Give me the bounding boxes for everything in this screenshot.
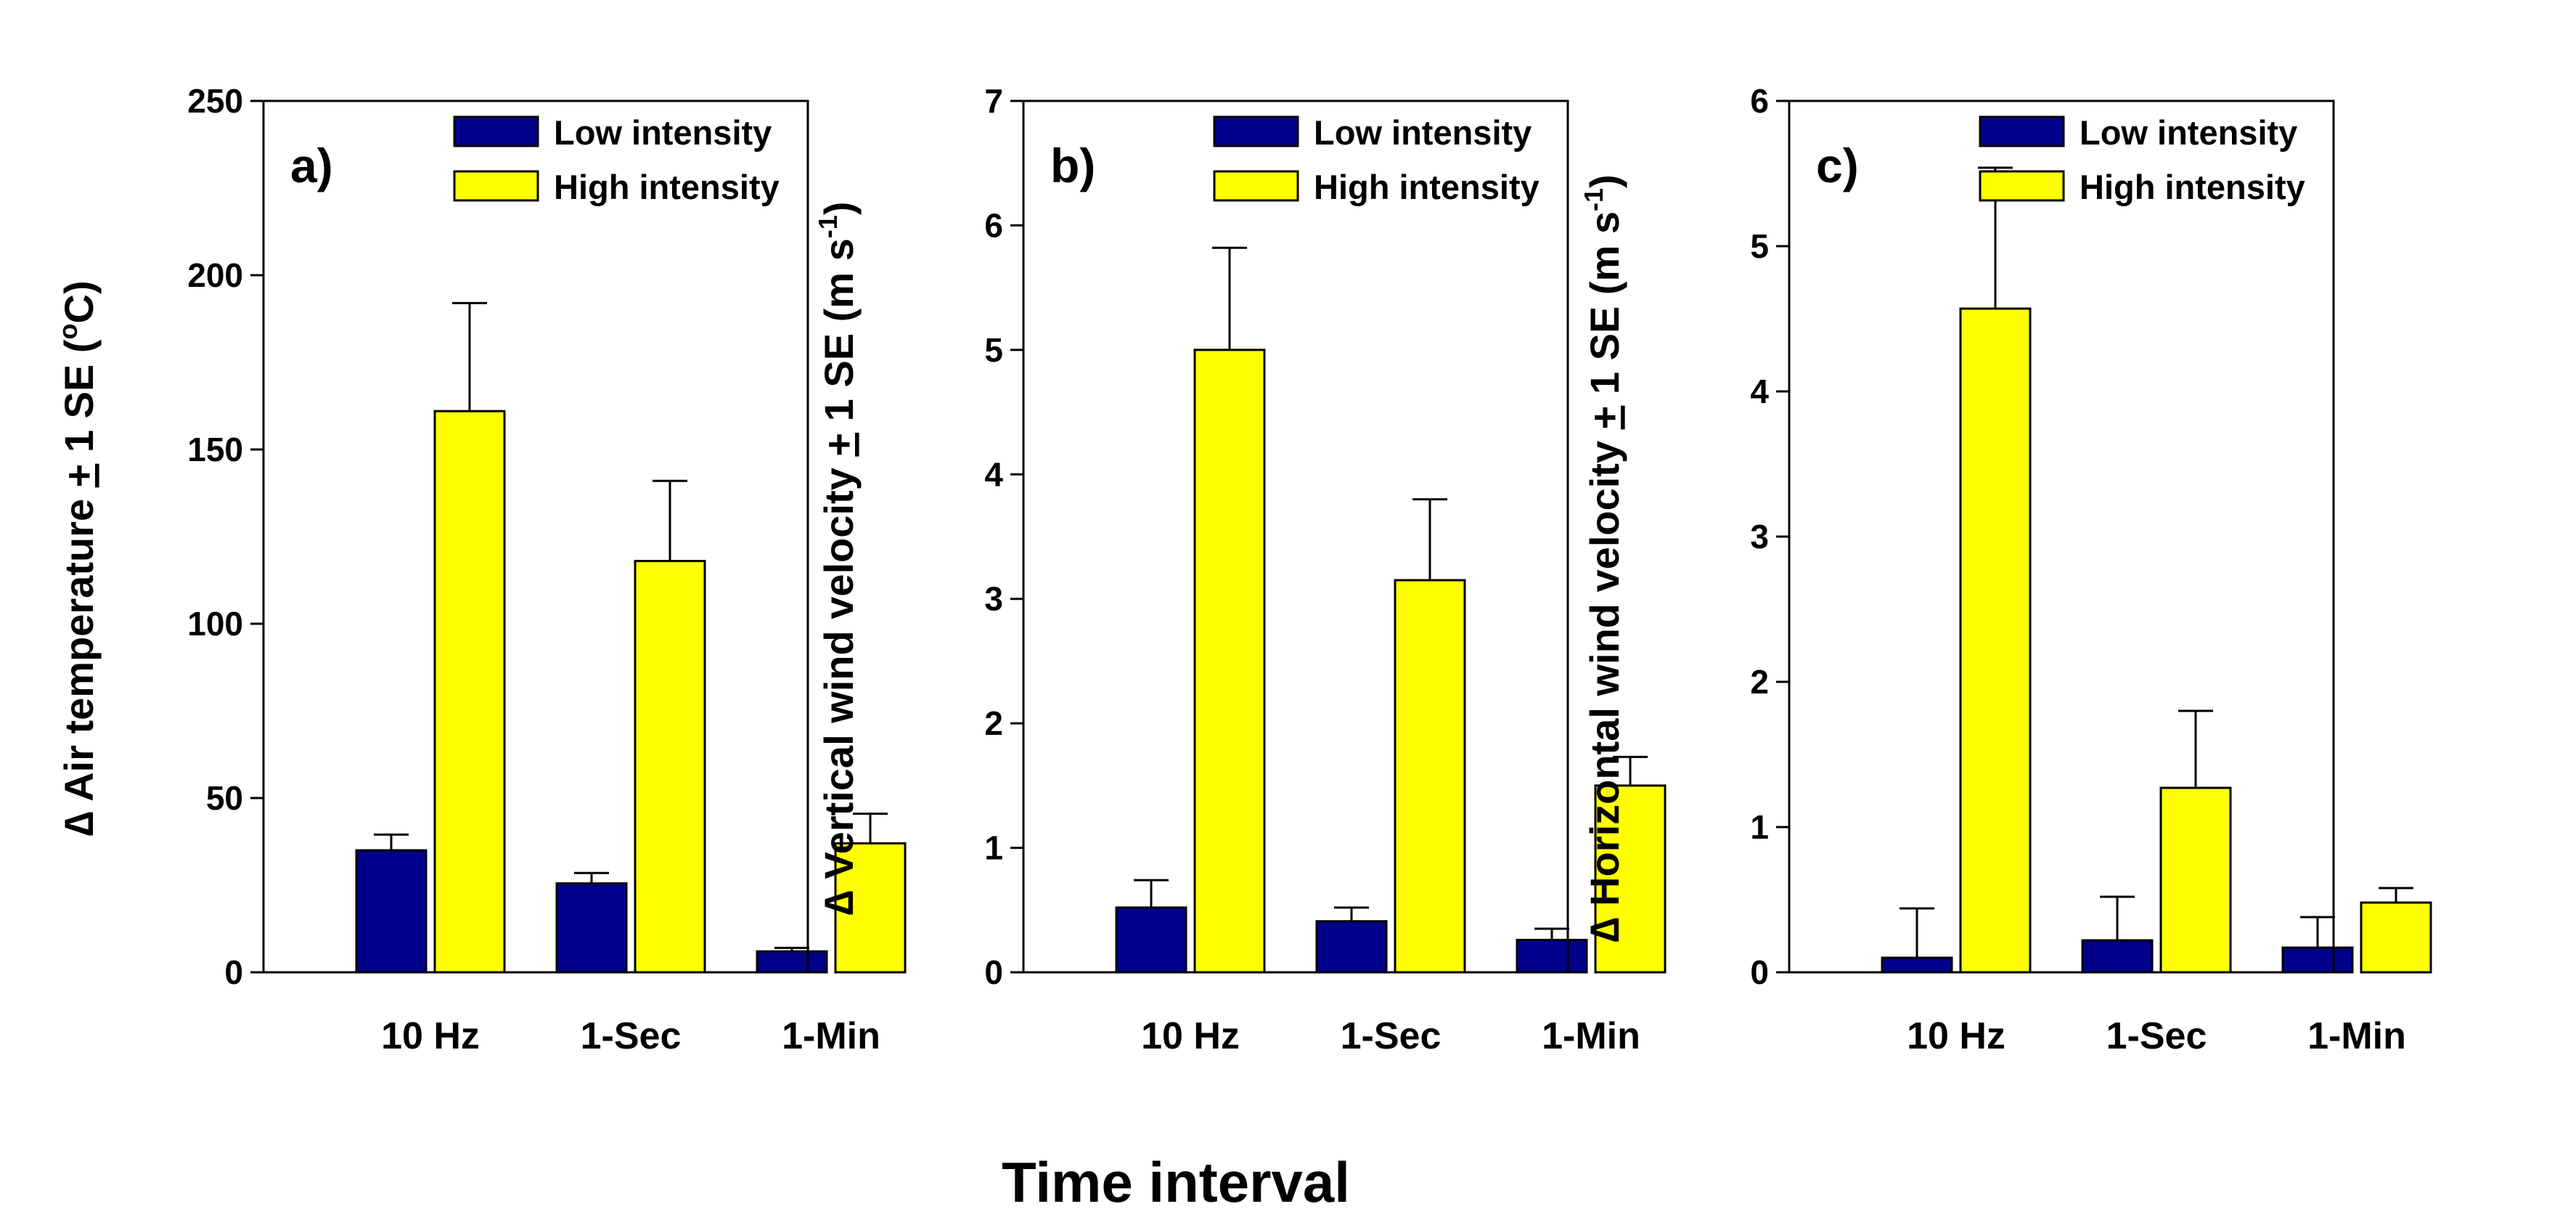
bar-high-2 [1594,784,1667,974]
y-axis-label: ∆ Air temperature + 1 SE (oC) [53,280,102,836]
y-tick-label: 0 [1750,953,1769,991]
bar-high-0 [1193,349,1266,974]
legend-label-low: Low intensity [554,113,772,152]
x-tick-label: 1-Min [2307,1015,2406,1057]
x-tick-label: 10 Hz [1141,1015,1240,1057]
y-tick-label: 2 [1750,663,1769,701]
y-tick-label: 50 [206,779,243,817]
y-tick-label: 100 [187,605,243,643]
bar-low-2 [756,950,828,974]
x-tick-label: 10 Hz [381,1015,480,1057]
y-tick-label: 5 [1750,227,1769,265]
chart-panel-1: 10 Hz 1-Sec 1-Min 0 50 100 150 200 250 a) Low inte… [53,82,907,1057]
y-tick-label: 150 [187,431,243,468]
legend: Low intensity High intensity [453,113,780,206]
y-tick-label: 0 [224,953,243,991]
y-tick-label: 1 [984,829,1003,867]
bar-high-0 [433,410,506,974]
legend: Low intensity High intensity [1979,113,2305,206]
legend-swatch-high [1213,170,1299,202]
legend: Low intensity High intensity [1213,113,1540,206]
bar-low-0 [355,849,428,974]
x-tick-label: 1-Min [782,1015,880,1057]
y-tick-label: 0 [984,953,1003,991]
bar-low-0 [1881,956,1953,974]
panel-label: b) [1050,139,1095,192]
legend-label-high: High intensity [2080,168,2305,206]
y-tick-label: 5 [984,331,1003,369]
y-tick-label: 200 [187,256,243,294]
y-tick-label: 6 [1750,82,1769,120]
bar-low-1 [1315,920,1388,974]
y-tick-label: 3 [984,580,1003,618]
bar-high-2 [2360,901,2432,974]
legend-label-high: High intensity [1314,168,1540,206]
bar-high-1 [634,560,706,974]
x-tick-label: 1-Min [1542,1015,1640,1057]
legend-label-low: Low intensity [1314,113,1532,152]
bar-low-2 [1516,938,1588,974]
bar-low-0 [1115,906,1187,974]
panel-label: c) [1816,139,1859,192]
bar-high-0 [1959,307,2032,974]
y-tick-label: 7 [984,82,1003,120]
bar-low-1 [555,882,628,974]
bar-low-1 [2081,939,2154,974]
figure-x-axis-label: Time interval [1002,1150,1350,1214]
y-axis-label: ∆ Vertical wind velocity + 1 SE (m s-1) [813,202,862,916]
y-tick-label: 4 [1750,373,1769,410]
bar-low-2 [2281,946,2354,974]
legend-swatch-low [453,115,539,147]
y-tick-label: 250 [187,82,243,120]
y-tick-label: 4 [984,455,1003,493]
x-tick-label: 1-Sec [2106,1015,2207,1057]
chart-panel-3: 10 Hz 1-Sec 1-Min 0 1 2 3 4 5 6 c) Low intensity Hig… [1579,82,2432,1057]
chart-panel-2: 10 Hz 1-Sec 1-Min 0 1 2 3 4 5 6 7 b) Low intensity Hi… [813,82,1667,1057]
plot-frame [262,99,809,974]
y-axis-label: ∆ Horizontal wind velocity + 1 SE (m s-1… [1579,174,1627,942]
y-tick-label: 2 [984,704,1003,742]
legend-swatch-high [453,170,539,202]
legend-label-low: Low intensity [2080,113,2297,152]
plot-frame [1022,99,1569,974]
bar-high-1 [2159,786,2232,974]
panel-label: a) [290,139,333,192]
x-tick-label: 1-Sec [1341,1015,1442,1057]
x-tick-label: 10 Hz [1907,1015,2005,1057]
bar-high-1 [1394,579,1466,974]
legend-label-high: High intensity [554,168,780,206]
x-tick-label: 1-Sec [581,1015,682,1057]
legend-swatch-high [1979,170,2065,202]
y-tick-label: 6 [984,206,1003,244]
legend-swatch-low [1213,115,1299,147]
y-tick-label: 3 [1750,518,1769,555]
y-tick-label: 1 [1750,808,1769,846]
plot-frame [1788,99,2335,974]
legend-swatch-low [1979,115,2065,147]
